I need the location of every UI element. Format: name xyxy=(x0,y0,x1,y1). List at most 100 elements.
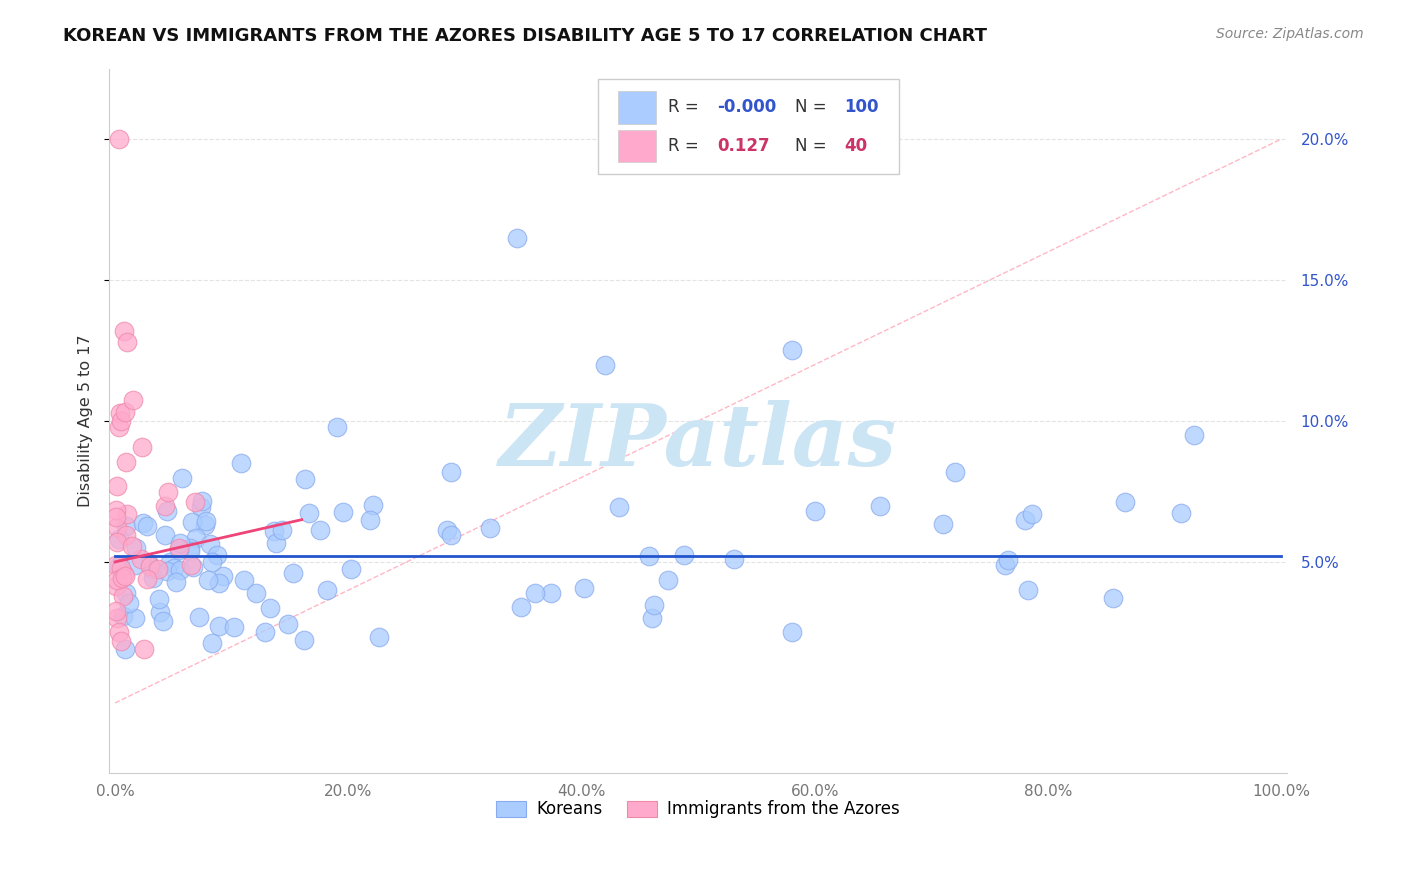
Point xyxy=(593,358,616,372)
Point xyxy=(259,600,281,615)
Point xyxy=(107,419,129,434)
Point xyxy=(1021,507,1043,521)
Point xyxy=(804,504,827,518)
Point xyxy=(197,573,219,587)
Point xyxy=(121,539,143,553)
Point xyxy=(994,558,1017,572)
Point xyxy=(523,586,546,600)
Point xyxy=(114,569,136,583)
Point xyxy=(149,606,172,620)
Point xyxy=(1114,495,1136,509)
Point xyxy=(1182,428,1205,442)
Point xyxy=(277,616,299,631)
Point xyxy=(723,551,745,566)
Point xyxy=(172,471,194,485)
Point xyxy=(114,641,136,656)
Point xyxy=(506,230,529,244)
Point xyxy=(124,611,146,625)
Point xyxy=(108,405,131,419)
Point xyxy=(115,507,138,521)
Y-axis label: Disability Age 5 to 17: Disability Age 5 to 17 xyxy=(79,334,93,508)
Point xyxy=(163,561,186,575)
Point xyxy=(105,573,128,587)
Point xyxy=(114,405,136,419)
Point xyxy=(292,632,315,647)
Point xyxy=(107,625,129,640)
Point xyxy=(281,566,304,580)
Point xyxy=(110,634,132,648)
Point xyxy=(194,514,217,528)
Text: N =: N = xyxy=(794,98,832,116)
Point xyxy=(107,611,129,625)
Text: R =: R = xyxy=(668,137,703,155)
Point xyxy=(607,500,630,515)
Point xyxy=(188,610,211,624)
Point xyxy=(184,495,207,509)
Point xyxy=(138,557,160,571)
Point xyxy=(510,599,533,614)
Point xyxy=(148,591,170,606)
Text: -0.000: -0.000 xyxy=(717,98,776,116)
Point xyxy=(440,466,463,480)
Point xyxy=(157,485,180,500)
Point xyxy=(124,558,146,573)
Point xyxy=(780,343,803,358)
Point xyxy=(111,609,134,624)
Point xyxy=(115,519,138,533)
Point xyxy=(169,535,191,549)
Point xyxy=(136,518,159,533)
Point xyxy=(167,542,190,557)
Point xyxy=(869,499,891,513)
Point xyxy=(368,630,391,644)
Point xyxy=(208,576,231,591)
Point xyxy=(340,562,363,576)
Point xyxy=(131,440,153,454)
Point xyxy=(156,564,179,578)
Text: 100: 100 xyxy=(845,98,879,116)
Point xyxy=(180,558,202,572)
Text: ZIPatlas: ZIPatlas xyxy=(499,401,897,483)
Bar xyxy=(619,130,655,162)
Legend: Koreans, Immigrants from the Azores: Koreans, Immigrants from the Azores xyxy=(489,794,907,825)
Point xyxy=(159,555,181,569)
Point xyxy=(115,528,138,542)
Point xyxy=(198,537,221,551)
Point xyxy=(1170,506,1192,520)
Point xyxy=(184,531,207,545)
Point xyxy=(139,558,162,573)
Point xyxy=(643,598,665,612)
Point xyxy=(359,513,381,527)
Point xyxy=(165,575,187,590)
Point xyxy=(169,563,191,577)
Point xyxy=(107,479,129,493)
Point xyxy=(112,567,135,582)
Point xyxy=(146,562,169,576)
Point xyxy=(105,520,128,534)
Point xyxy=(152,615,174,629)
Point xyxy=(205,549,228,563)
Point xyxy=(270,523,292,537)
Point xyxy=(193,517,215,532)
Point xyxy=(105,503,128,517)
Point xyxy=(136,572,159,586)
Point xyxy=(115,334,138,349)
Point xyxy=(1014,513,1036,527)
Point xyxy=(190,500,212,514)
Point xyxy=(572,581,595,595)
Point xyxy=(153,528,176,542)
Point xyxy=(997,553,1019,567)
Point xyxy=(180,515,202,529)
Point xyxy=(141,562,163,576)
Point xyxy=(117,596,139,610)
Point xyxy=(191,494,214,508)
Point xyxy=(208,618,231,632)
Point xyxy=(111,571,134,585)
Point xyxy=(134,641,156,656)
Point xyxy=(943,465,966,479)
Point xyxy=(105,579,128,593)
Point xyxy=(436,523,458,537)
Point xyxy=(263,524,285,538)
Point xyxy=(105,604,128,618)
Point xyxy=(672,548,695,562)
Point xyxy=(316,583,339,598)
